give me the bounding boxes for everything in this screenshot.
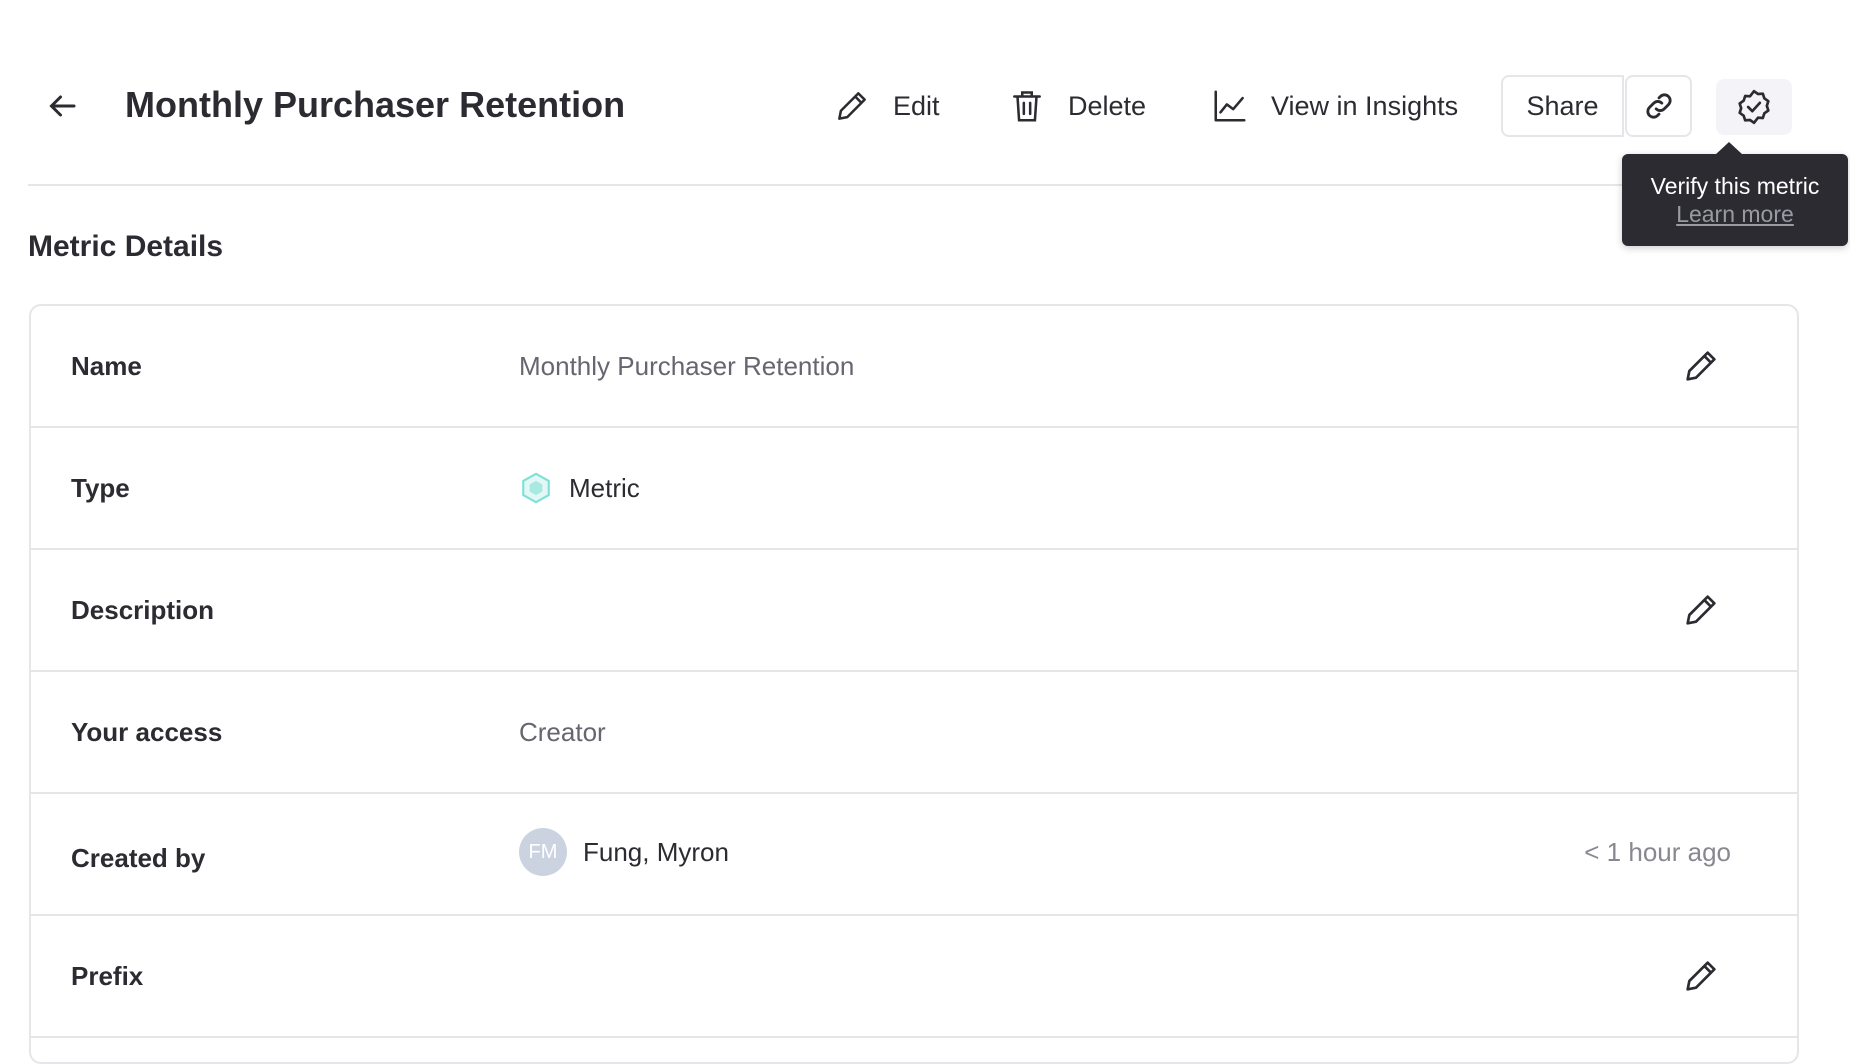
back-button[interactable] [44, 88, 80, 124]
line-chart-icon [1214, 90, 1246, 122]
verified-badge-icon [1738, 89, 1770, 125]
delete-button[interactable]: Delete [1008, 78, 1146, 134]
tooltip-text: Verify this metric [1650, 173, 1820, 199]
pencil-icon [838, 92, 866, 120]
detail-row-access: Your access Creator [31, 672, 1797, 794]
link-icon [1645, 93, 1672, 119]
header-divider [28, 184, 1820, 186]
verify-tooltip: Verify this metric Learn more [1622, 142, 1848, 246]
edit-label: Edit [893, 90, 940, 121]
delete-label: Delete [1068, 90, 1147, 121]
section-title: Metric Details [28, 230, 224, 263]
metric-details-card: Name Monthly Purchaser Retention Type Me… [29, 304, 1799, 1064]
row-value: Creator [519, 717, 606, 747]
arrow-left-icon [49, 95, 76, 117]
metric-hexagon-icon [522, 472, 550, 504]
copy-link-button[interactable] [1625, 75, 1692, 137]
view-in-insights-button[interactable]: View in Insights [1211, 78, 1458, 134]
row-label: Your access [71, 717, 223, 747]
detail-row-type: Type Metric [31, 428, 1797, 550]
row-value: Metric [519, 428, 640, 548]
created-time: < 1 hour ago [1584, 837, 1731, 867]
detail-row-name: Name Monthly Purchaser Retention [31, 306, 1797, 428]
tooltip-arrow [1715, 142, 1743, 155]
detail-row-prefix: Prefix [31, 916, 1797, 1038]
edit-prefix-pencil-icon[interactable] [1681, 956, 1721, 996]
detail-row-description: Description [31, 550, 1797, 672]
edit-button[interactable]: Edit [833, 78, 940, 134]
row-label: Description [71, 595, 215, 625]
creator-name: Fung, Myron [583, 837, 729, 867]
avatar: FM [519, 828, 567, 876]
detail-row-created-by: Created by FM Fung, Myron < 1 hour ago [31, 794, 1797, 916]
verify-metric-button[interactable] [1716, 79, 1792, 135]
row-label: Created by [71, 843, 206, 873]
row-label: Prefix [71, 961, 144, 991]
insights-label: View in Insights [1271, 90, 1459, 121]
edit-description-pencil-icon[interactable] [1681, 590, 1721, 630]
row-value: FM Fung, Myron [519, 792, 729, 912]
row-label: Name [71, 351, 142, 381]
row-value: Monthly Purchaser Retention [519, 351, 855, 381]
share-label: Share [1526, 90, 1599, 121]
type-value: Metric [569, 473, 640, 503]
learn-more-link[interactable]: Learn more [1676, 201, 1794, 227]
row-label: Type [71, 473, 130, 503]
share-button[interactable]: Share [1501, 75, 1624, 137]
edit-name-pencil-icon[interactable] [1681, 346, 1721, 386]
trash-icon [1013, 91, 1041, 122]
page-title: Monthly Purchaser Retention [125, 84, 626, 125]
